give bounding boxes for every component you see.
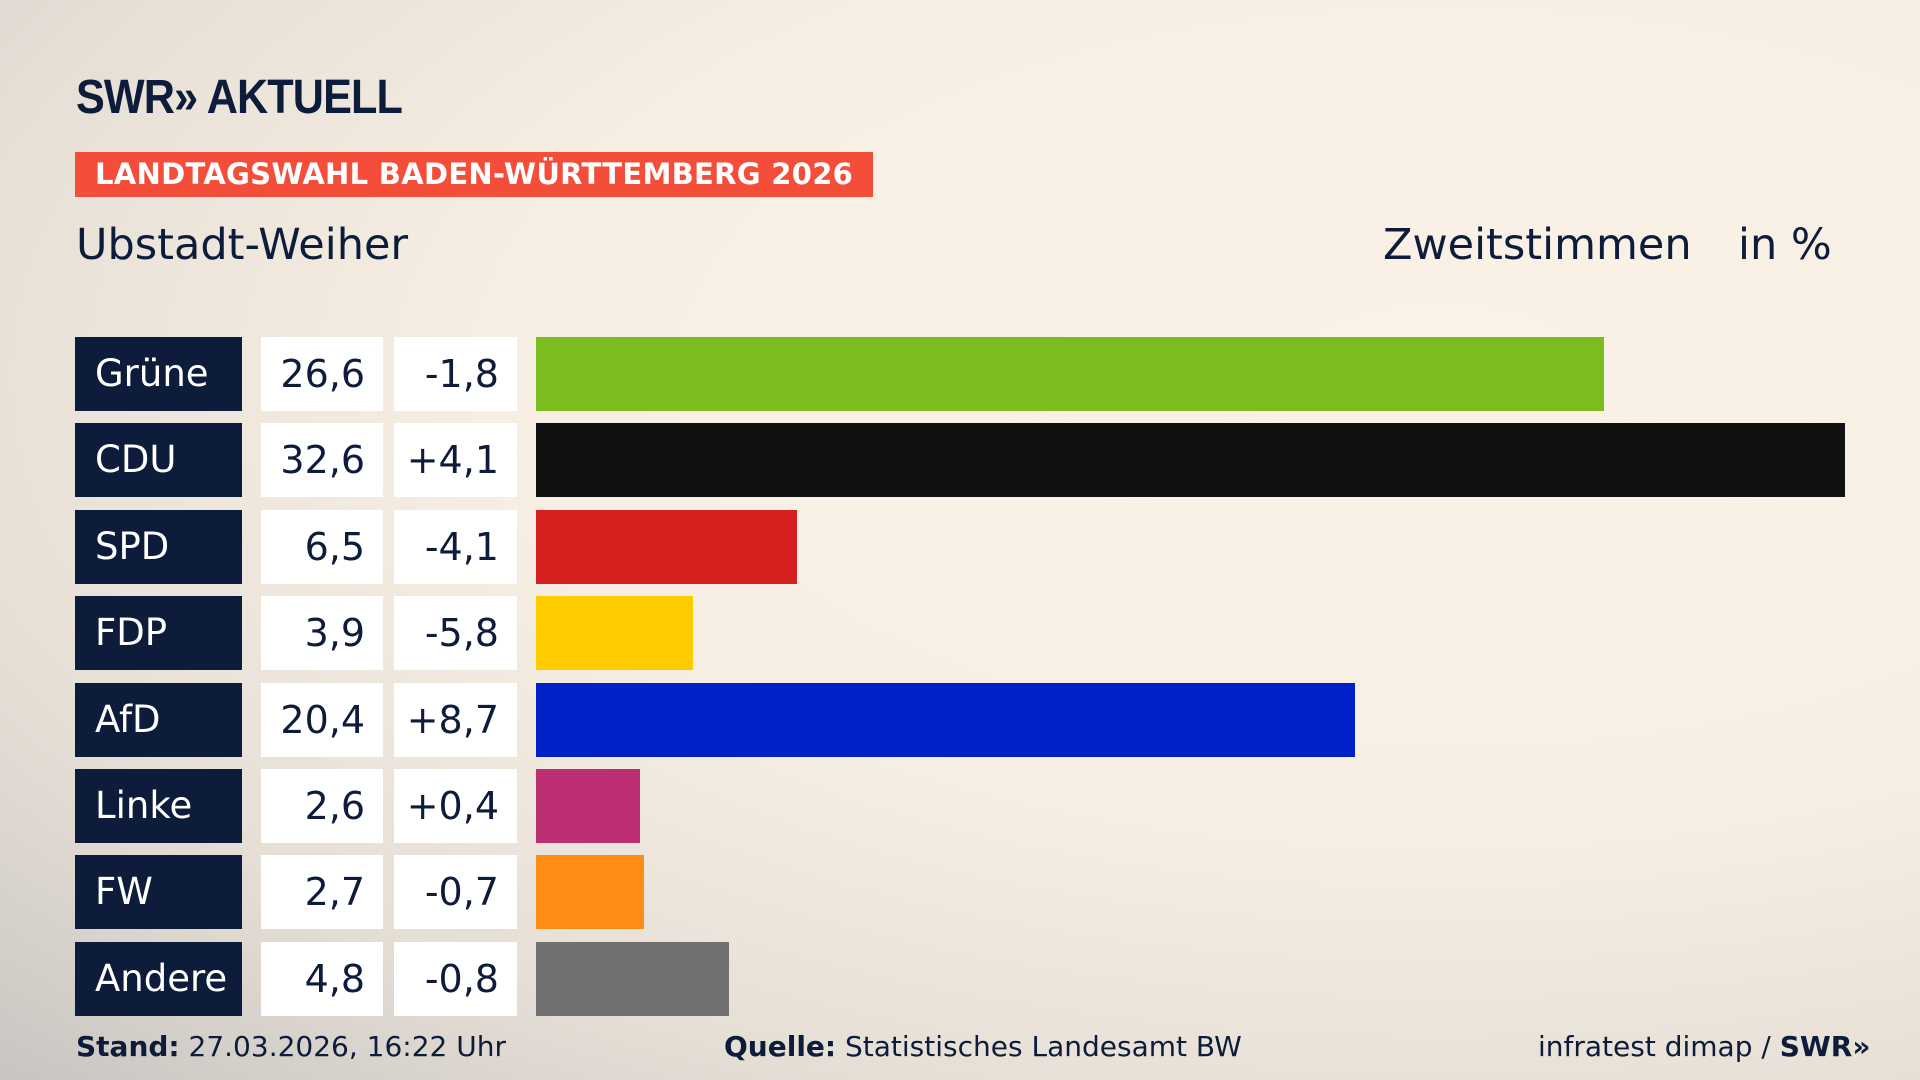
party-label: FW: [75, 855, 242, 930]
source: Quelle: Statistisches Landesamt BW: [724, 1030, 1242, 1063]
source-value: Statistisches Landesamt BW: [845, 1030, 1242, 1063]
bar: [536, 423, 1845, 498]
election-banner: LANDTAGSWAHL BADEN-WÜRTTEMBERG 2026: [75, 152, 874, 197]
bar: [536, 337, 1605, 411]
value-label: 2,6: [261, 769, 383, 843]
source-label: Quelle:: [724, 1030, 837, 1063]
bar: [536, 769, 641, 843]
vote-type-label: Zweitstimmen: [1383, 220, 1692, 270]
value-label: 32,6: [261, 423, 383, 498]
value-label: 26,6: [261, 337, 383, 411]
party-label: AfD: [75, 682, 242, 757]
unit-label: in %: [1738, 220, 1832, 270]
value-label: 2,7: [261, 855, 383, 930]
timestamp: Stand: 27.03.2026, 16:22 Uhr: [76, 1030, 506, 1063]
stand-value: 27.03.2026, 16:22 Uhr: [188, 1030, 506, 1063]
party-label: FDP: [75, 596, 242, 671]
party-label: Andere: [75, 941, 242, 1016]
value-label: 3,9: [261, 596, 383, 671]
change-label: -0,7: [394, 855, 517, 930]
change-label: -4,1: [394, 509, 517, 584]
value-label: 4,8: [261, 941, 383, 1016]
bar: [536, 941, 729, 1016]
party-label: CDU: [75, 423, 242, 498]
party-label: SPD: [75, 509, 242, 584]
party-label: Linke: [75, 769, 242, 843]
bar: [536, 509, 797, 584]
value-label: 6,5: [261, 509, 383, 584]
change-label: -1,8: [394, 337, 517, 411]
location-title: Ubstadt-Weiher: [76, 220, 409, 270]
bar: [536, 855, 645, 930]
value-label: 20,4: [261, 682, 383, 757]
credit: infratest dimap / SWR»: [1538, 1030, 1870, 1063]
swr-small-logo: SWR»: [1779, 1030, 1871, 1063]
bar: [536, 596, 693, 671]
credit-text: infratest dimap /: [1538, 1030, 1780, 1063]
change-label: +8,7: [394, 682, 517, 757]
stand-label: Stand:: [76, 1030, 180, 1063]
party-label: Grüne: [75, 337, 242, 411]
change-label: -5,8: [394, 596, 517, 671]
swr-aktuell-logo: SWR» AKTUELL: [76, 71, 403, 124]
bar: [536, 682, 1356, 757]
change-label: +0,4: [394, 769, 517, 843]
change-label: -0,8: [394, 941, 517, 1016]
change-label: +4,1: [394, 423, 517, 498]
